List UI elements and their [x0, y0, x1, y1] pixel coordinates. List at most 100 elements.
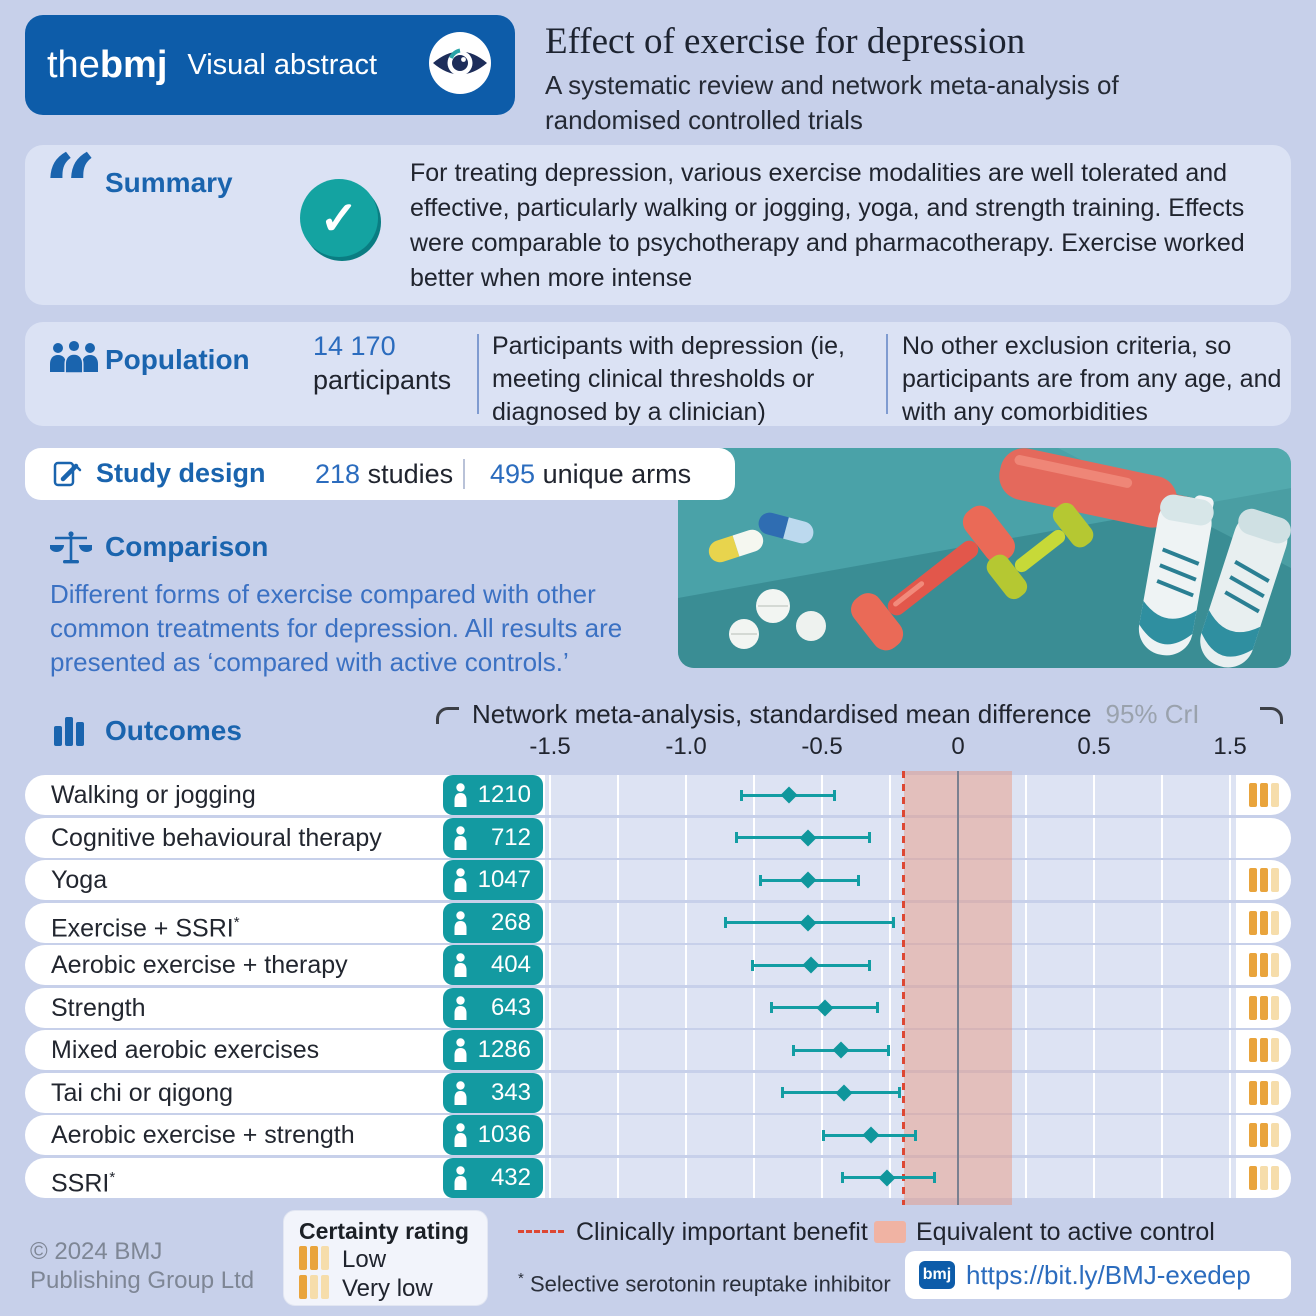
outcome-row: Exercise + SSRI* 268 — [25, 902, 1291, 943]
row-chart-cell — [545, 902, 1236, 943]
person-icon — [454, 1080, 467, 1105]
outcome-label: Aerobic exercise + therapy — [51, 951, 348, 979]
bmj-brand-box: thebmj Visual abstract — [25, 15, 515, 115]
outcome-label: Aerobic exercise + strength — [51, 1121, 355, 1149]
participants-count: 432 — [490, 1163, 531, 1191]
outcome-row: Aerobic exercise + strength 1036 — [25, 1115, 1291, 1155]
bracket-decoration — [436, 707, 459, 724]
participants-pill: 432 — [443, 1157, 543, 1198]
arms-count: 495 unique arms — [490, 459, 692, 489]
study-design-bar — [25, 448, 735, 500]
person-icon — [454, 953, 467, 977]
study-design-heading: Study design — [96, 458, 266, 488]
outcome-row: Strength 643 — [25, 987, 1291, 1028]
row-chart-cell — [545, 860, 1236, 900]
exercise-equipment-photo — [678, 448, 1291, 668]
person-icon — [454, 825, 467, 850]
benefit-legend-label: Clinically important benefit — [576, 1218, 868, 1246]
person-icon — [454, 995, 467, 1020]
participants-pill: 268 — [443, 902, 543, 943]
divider — [463, 459, 465, 489]
certainty-legend-title: Certainty rating — [299, 1218, 469, 1244]
axis-tick-label: -1.0 — [665, 733, 707, 760]
participants-count: 268 — [490, 908, 531, 936]
outcome-label: Tai chi or qigong — [51, 1078, 234, 1107]
visual-abstract-label: Visual abstract — [187, 48, 378, 81]
participants-count: 404 — [490, 951, 531, 978]
participants-count: 1036 — [477, 1121, 531, 1148]
certainty-bars-icon-low — [299, 1246, 329, 1275]
bmj-shortlink[interactable]: https://bit.ly/BMJ-exedep — [966, 1260, 1251, 1290]
population-criteria: Participants with depression (ie, meetin… — [492, 332, 845, 426]
participant-count: 14 170 — [313, 331, 396, 361]
participants-count: 1047 — [477, 866, 531, 893]
bmj-footer-logo: bmj — [919, 1261, 955, 1289]
row-chart-cell — [545, 945, 1236, 985]
outcome-row: Tai chi or qigong 343 — [25, 1072, 1291, 1113]
row-chart-cell — [545, 817, 1236, 858]
person-icon — [454, 1038, 467, 1062]
participants-pill: 1210 — [443, 775, 543, 815]
equivalence-legend-label: Equivalent to active control — [916, 1218, 1215, 1246]
outcome-label: Exercise + SSRI* — [51, 913, 240, 942]
axis-tick-label: 1.5 — [1213, 733, 1247, 760]
participants-pill: 643 — [443, 987, 543, 1028]
outcomes-heading: Outcomes — [105, 715, 242, 746]
outcome-row: Yoga 1047 — [25, 860, 1291, 900]
certainty-low-label: Low — [342, 1246, 387, 1273]
page-subtitle: A systematic review and network meta-ana… — [545, 70, 1119, 135]
summary-text: For treating depression, various exercis… — [410, 159, 1245, 292]
outcome-label: Walking or jogging — [51, 781, 256, 809]
outcome-label: Yoga — [51, 866, 108, 894]
summary-heading: Summary — [105, 167, 233, 198]
comparison-text: Different forms of exercise compared wit… — [50, 579, 623, 677]
equivalence-swatch — [874, 1221, 906, 1243]
divider — [477, 334, 479, 414]
person-icon — [454, 868, 467, 892]
participants-count: 643 — [490, 993, 531, 1021]
population-section — [25, 322, 1291, 426]
person-icon — [454, 783, 467, 807]
link-box — [905, 1251, 1291, 1299]
certainty-bars-icon — [1249, 1165, 1279, 1190]
outcome-row: Walking or jogging 1210 — [25, 775, 1291, 815]
participants-count: 1286 — [477, 1036, 531, 1063]
participants-pill: 343 — [443, 1072, 543, 1113]
certainty-bars-icon — [1249, 1038, 1279, 1062]
forest-plot-rows: Walking or jogging 1210 Cognitive behaviou… — [25, 775, 1291, 1200]
participants-pill: 712 — [443, 817, 543, 858]
certainty-bars-icon — [1249, 910, 1279, 935]
participants-pill: 1036 — [443, 1115, 543, 1155]
outcome-label: SSRI* — [51, 1168, 116, 1197]
population-heading: Population — [105, 344, 250, 375]
divider — [886, 334, 888, 414]
x-axis: -1.5 -1.0 -0.5 0 0.5 1.5 — [529, 733, 1246, 761]
axis-tick-label: -0.5 — [801, 733, 843, 760]
footnote: * Selective serotonin reuptake inhibitor — [518, 1270, 891, 1297]
person-icon — [454, 1165, 467, 1190]
row-chart-cell — [545, 775, 1236, 815]
copyright-line2: Publishing Group Ltd — [30, 1267, 255, 1294]
certainty-bars-icon — [1249, 1123, 1279, 1147]
benefit-line-sample — [518, 1230, 564, 1233]
participants-count: 343 — [490, 1078, 531, 1106]
chart-title: Network meta-analysis, standardised mean… — [472, 699, 1200, 729]
bmj-logo: thebmj — [47, 43, 168, 86]
row-chart-cell — [545, 1072, 1236, 1113]
axis-tick-label: 0 — [951, 733, 965, 760]
axis-tick-label: -1.5 — [529, 733, 571, 760]
certainty-bars-icon — [1249, 995, 1279, 1020]
outcome-row: Aerobic exercise + therapy 404 — [25, 945, 1291, 985]
participants-count: 712 — [490, 823, 531, 851]
studies-count: 218 studies — [315, 459, 454, 489]
participants-count: 1210 — [477, 781, 531, 808]
certainty-very-low-label: Very low — [342, 1275, 433, 1302]
axis-tick-label: 0.5 — [1077, 733, 1111, 760]
certainty-bars-icon — [1249, 1080, 1279, 1105]
bar-chart-icon — [52, 714, 88, 751]
certainty-bars-icon — [1249, 868, 1279, 892]
row-chart-cell — [545, 1115, 1236, 1155]
comparison-heading: Comparison — [105, 531, 269, 562]
population-exclusions: No other exclusion criteria, so particip… — [902, 332, 1282, 426]
